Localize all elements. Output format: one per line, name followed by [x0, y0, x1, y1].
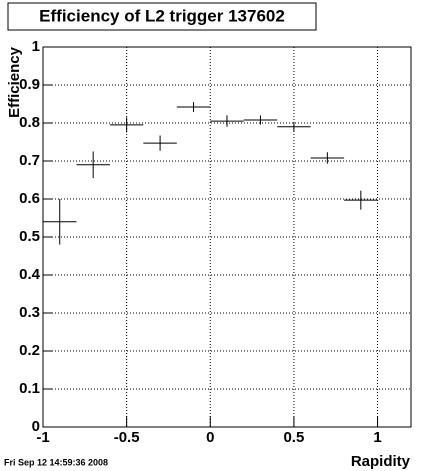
x-tick-label: -1 [36, 429, 49, 446]
y-tick-label: 0.5 [19, 228, 40, 245]
footer: Fri Sep 12 14:59:36 2008 [4, 457, 108, 467]
y-tick-label: 0.9 [19, 76, 40, 93]
y-tick-label: 0.3 [19, 304, 40, 321]
x-tick-label: 1 [373, 429, 381, 446]
chart-title: Efficiency of L2 trigger 137602 [39, 6, 285, 25]
x-tick-label: 0.5 [283, 429, 304, 446]
y-tick-label: 0.4 [19, 266, 41, 283]
y-tick-label: 0.2 [19, 342, 40, 359]
y-tick-label: 0.1 [19, 380, 40, 397]
x-tick-label: -0.5 [114, 429, 140, 446]
y-axis-label: Efficiency [6, 46, 23, 118]
plot-frame [42, 46, 412, 428]
y-tick-label: 0.8 [19, 114, 40, 131]
y-tick-label: 0 [32, 418, 40, 435]
x-axis-label: Rapidity [351, 453, 411, 470]
x-tick-label: 0 [206, 429, 214, 446]
y-tick-label: 1 [32, 38, 40, 55]
y-tick-label: 0.7 [19, 152, 40, 169]
y-tick-label: 0.6 [19, 190, 40, 207]
title-box [7, 2, 317, 31]
